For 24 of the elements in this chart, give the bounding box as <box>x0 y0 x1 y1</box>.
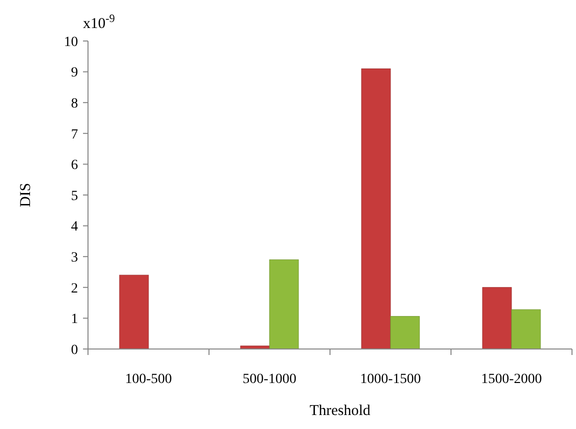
y-tick-label: 2 <box>71 281 78 296</box>
y-tick-label: 10 <box>64 34 78 50</box>
y-axis-title: DIS <box>18 182 34 208</box>
x-tick-label: 1500-2000 <box>481 372 542 387</box>
x-tick-label: 100-500 <box>125 372 172 387</box>
y-tick-label: 0 <box>71 342 78 358</box>
bar <box>361 68 391 350</box>
x-tick-label: 500-1000 <box>242 372 296 387</box>
bar <box>511 309 541 350</box>
text: x10$^{-9}$ <box>83 13 116 32</box>
y-tick-label: 9 <box>71 66 78 81</box>
bar <box>269 259 299 350</box>
y-tick-label: 8 <box>71 96 78 112</box>
x-axis-title: Threshold <box>310 403 371 419</box>
y-tick-label: 1 <box>71 312 78 328</box>
y-tick-label: 3 <box>71 250 78 266</box>
y-tick-label: 4 <box>71 220 78 235</box>
bar <box>390 316 420 350</box>
x-tick-label: 1000-1500 <box>360 372 421 387</box>
y-tick-label: 5 <box>71 188 78 204</box>
bar <box>482 287 512 350</box>
bar <box>119 274 149 350</box>
y-tick-label: 7 <box>71 127 78 142</box>
y-tick-label: 6 <box>71 158 78 174</box>
